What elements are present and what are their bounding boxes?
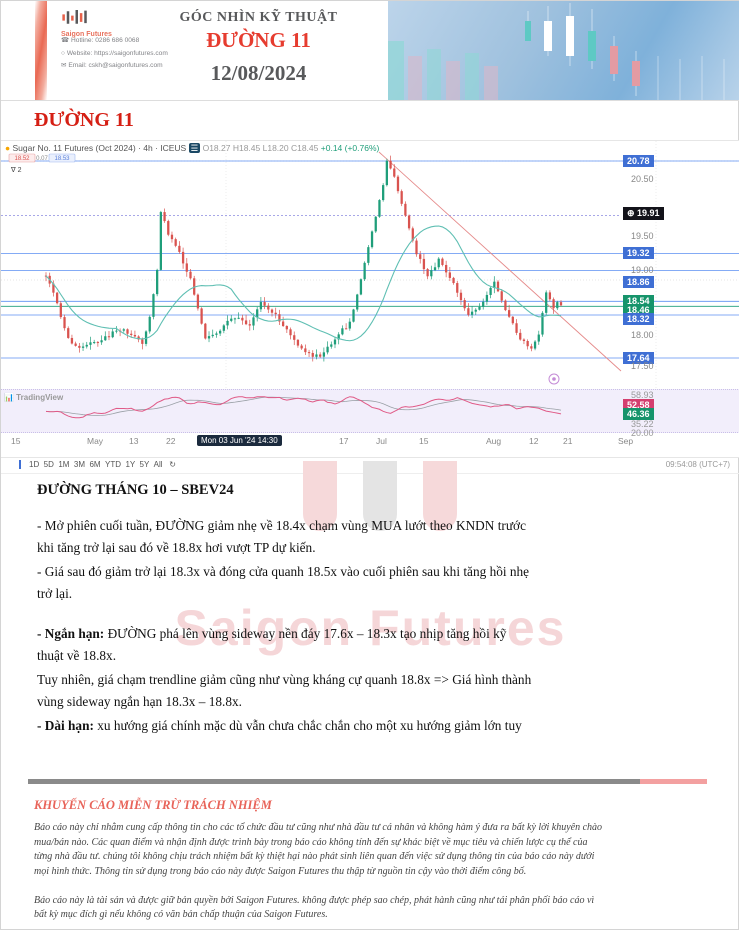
svg-text:18.52: 18.52 [14, 156, 30, 162]
svg-text:∇ 2: ∇ 2 [10, 166, 22, 174]
svg-text:18.53: 18.53 [54, 156, 70, 162]
svg-text:0.07: 0.07 [36, 156, 48, 162]
